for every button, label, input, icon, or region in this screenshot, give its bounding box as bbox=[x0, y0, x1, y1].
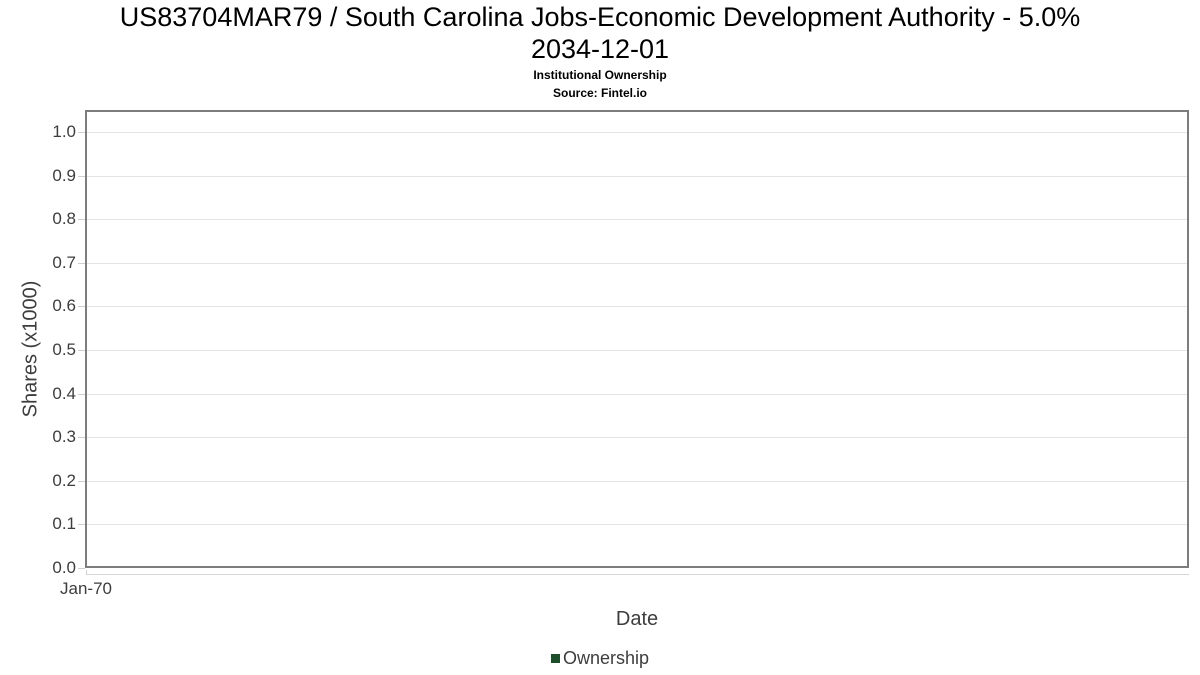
chart-title-line2: 2034-12-01 bbox=[530, 34, 670, 64]
chart-subtitle: Institutional Ownership bbox=[533, 68, 667, 82]
chart-title-line1: US83704MAR79 / South Carolina Jobs-Econo… bbox=[119, 2, 1081, 32]
gridline bbox=[87, 263, 1187, 264]
y-tick-label: 0.2 bbox=[52, 471, 76, 490]
y-tick-mark bbox=[78, 568, 85, 569]
y-tick-mark bbox=[78, 350, 85, 351]
y-tick-label: 0.3 bbox=[52, 427, 76, 446]
gridline bbox=[87, 132, 1187, 133]
y-tick-label: 0.4 bbox=[52, 384, 76, 403]
gridline bbox=[87, 306, 1187, 307]
legend-marker-ownership bbox=[550, 653, 560, 663]
y-tick-mark bbox=[78, 437, 85, 438]
x-axis-underline bbox=[86, 574, 1189, 575]
y-tick-mark bbox=[78, 394, 85, 395]
gridline bbox=[87, 350, 1187, 351]
x-tick-mark bbox=[86, 570, 87, 575]
legend-label-ownership: Ownership bbox=[562, 648, 650, 668]
y-tick-mark bbox=[78, 306, 85, 307]
chart-header: US83704MAR79 / South Carolina Jobs-Econo… bbox=[0, 1, 1200, 101]
y-tick-label: 0.9 bbox=[52, 166, 76, 185]
y-tick-mark bbox=[78, 219, 85, 220]
gridline bbox=[87, 176, 1187, 177]
gridline bbox=[87, 437, 1187, 438]
chart-source-note: Source: Fintel.io bbox=[552, 86, 647, 100]
y-tick-mark bbox=[78, 524, 85, 525]
gridline bbox=[87, 481, 1187, 482]
y-tick-mark bbox=[78, 132, 85, 133]
y-tick-label: 0.0 bbox=[52, 558, 76, 577]
y-tick-label: 0.1 bbox=[52, 514, 76, 533]
gridline bbox=[87, 524, 1187, 525]
y-tick-label: 0.7 bbox=[52, 253, 76, 272]
y-tick-label: 0.5 bbox=[52, 340, 76, 359]
plot-area bbox=[85, 110, 1189, 568]
y-tick-label: 0.6 bbox=[52, 296, 76, 315]
gridline bbox=[87, 394, 1187, 395]
x-tick-label: Jan-70 bbox=[60, 579, 112, 598]
y-tick-label: 1.0 bbox=[52, 122, 76, 141]
legend: Ownership bbox=[0, 647, 1200, 669]
y-tick-label: 0.8 bbox=[52, 209, 76, 228]
gridline bbox=[87, 219, 1187, 220]
y-tick-mark bbox=[78, 481, 85, 482]
y-tick-mark bbox=[78, 263, 85, 264]
y-tick-mark bbox=[78, 176, 85, 177]
x-axis-title: Date bbox=[615, 608, 659, 630]
